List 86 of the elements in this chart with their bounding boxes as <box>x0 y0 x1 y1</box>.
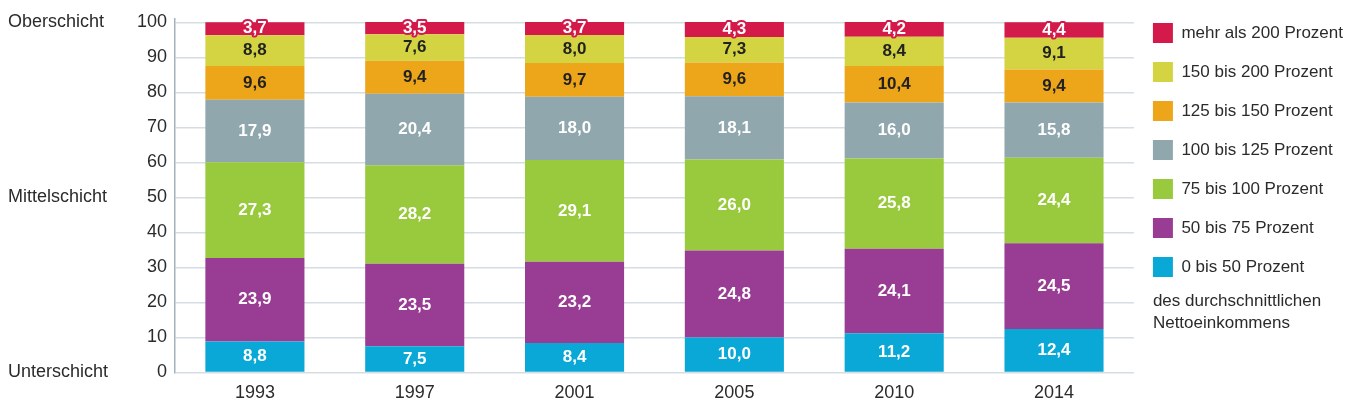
legend-label: 0 bis 50 Prozent <box>1181 256 1305 276</box>
data-label: 8,4 <box>882 41 907 61</box>
legend-label: 50 bis 75 Prozent <box>1181 217 1314 237</box>
data-label: 24,5 <box>1037 275 1071 295</box>
data-label: 4,4 <box>1042 19 1067 39</box>
data-label: 7,6 <box>402 37 427 57</box>
data-label: 3,5 <box>402 17 427 37</box>
bar <box>365 263 465 347</box>
y-tick-label: 70 <box>146 116 167 137</box>
data-label: 28,2 <box>398 204 432 224</box>
legend-label: 75 bis 100 Prozent <box>1181 178 1324 198</box>
data-label: 18,0 <box>558 118 592 138</box>
legend-label: 150 bis 200 Prozent <box>1181 61 1333 81</box>
y-tick-label: 20 <box>146 291 167 312</box>
bar <box>684 159 784 251</box>
bar <box>684 250 784 338</box>
x-tick-label: 2001 <box>554 382 595 403</box>
data-label: 17,9 <box>238 120 272 140</box>
text: Unterschicht <box>8 361 109 382</box>
legend-label: 125 bis 150 Prozent <box>1181 100 1333 120</box>
x-tick-label: 2005 <box>714 382 755 403</box>
bar <box>1004 243 1104 329</box>
bar <box>1004 102 1104 158</box>
data-label: 24,4 <box>1037 190 1072 210</box>
bar <box>205 99 305 163</box>
data-label: 24,8 <box>717 283 751 303</box>
bar <box>844 158 944 249</box>
y-tick-label: 40 <box>146 221 167 242</box>
bar <box>365 165 465 264</box>
data-label: 16,0 <box>877 120 911 140</box>
data-label: 23,9 <box>238 289 272 309</box>
y-tick-label: 60 <box>146 151 167 172</box>
data-label: 9,7 <box>562 69 587 89</box>
data-label: 9,1 <box>1042 43 1066 63</box>
bar <box>684 96 784 160</box>
data-label: 8,8 <box>243 40 267 60</box>
y-tick-label: 30 <box>146 256 167 277</box>
data-label: 25,8 <box>877 193 911 213</box>
bar <box>525 96 625 160</box>
y-tick-label: 0 <box>156 361 167 382</box>
data-label: 9,6 <box>243 72 267 92</box>
data-label: 18,1 <box>717 117 751 137</box>
data-label: 7,3 <box>722 39 747 59</box>
data-label: 20,4 <box>398 119 432 139</box>
data-label: 9,4 <box>1042 75 1067 95</box>
y-tick-label: 80 <box>146 81 167 102</box>
text: Oberschicht <box>8 11 105 32</box>
data-label: 8,8 <box>243 346 267 366</box>
data-label: 27,3 <box>238 199 272 219</box>
data-label: 10,4 <box>877 73 912 93</box>
y-tick-label: 50 <box>146 186 167 207</box>
bar <box>844 248 944 334</box>
data-label: 4,2 <box>882 18 907 38</box>
data-label: 4,3 <box>722 19 747 39</box>
data-label: 11,2 <box>878 342 911 362</box>
bar <box>1004 157 1104 244</box>
y-tick-label: 100 <box>136 11 167 32</box>
x-tick-label: 2014 <box>1033 382 1075 403</box>
legend-label: 100 bis 125 Prozent <box>1181 139 1333 159</box>
bar <box>844 102 944 159</box>
x-tick-label: 1993 <box>234 382 275 403</box>
data-label: 7,5 <box>402 348 427 368</box>
data-label: 9,6 <box>722 69 747 89</box>
data-label: 15,8 <box>1037 119 1071 139</box>
data-label: 9,4 <box>402 66 428 86</box>
data-label: 12,4 <box>1037 340 1072 360</box>
text: des durchschnittlichen Nettoeinkommens <box>1152 290 1322 332</box>
bar <box>365 93 465 166</box>
bar <box>205 162 305 258</box>
data-label: 23,2 <box>558 292 592 312</box>
data-label: 10,0 <box>717 344 751 364</box>
data-label: 8,0 <box>562 38 587 58</box>
x-tick-label: 1997 <box>394 382 435 403</box>
y-tick-label: 10 <box>146 326 167 347</box>
data-label: 26,0 <box>717 194 751 214</box>
text: Mittelschicht <box>8 186 108 207</box>
data-label: 29,1 <box>558 200 592 220</box>
data-label: 24,1 <box>877 280 911 300</box>
data-label: 23,5 <box>398 294 432 314</box>
data-label: 8,4 <box>562 347 587 367</box>
bar <box>205 257 305 342</box>
x-tick-label: 2010 <box>874 382 915 403</box>
y-tick-label: 90 <box>146 46 167 67</box>
legend-label: mehr als 200 Prozent <box>1181 22 1344 42</box>
bar <box>525 159 625 262</box>
bar <box>525 261 625 343</box>
